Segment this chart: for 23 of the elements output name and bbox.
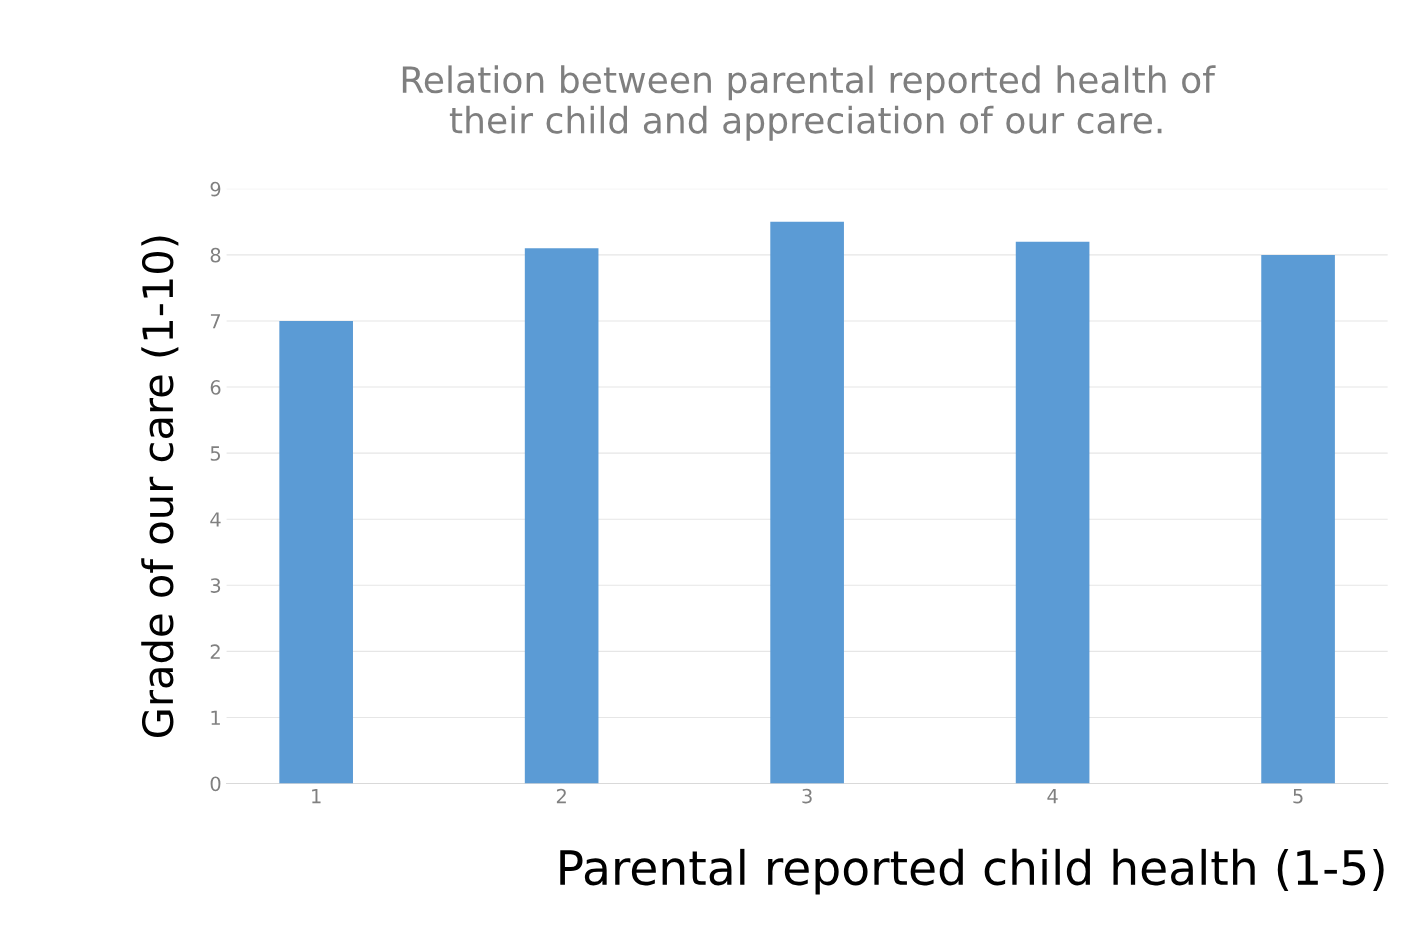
bar <box>1261 254 1335 784</box>
bar <box>1015 241 1090 784</box>
y-tick-label: 1 <box>211 710 220 725</box>
x-tick-label: 3 <box>802 788 812 804</box>
chart-title: Relation between parental reported health of their child and appreciation of our care. <box>402 65 1216 141</box>
y-tick-label: 4 <box>210 512 221 527</box>
x-tick-label: 2 <box>556 788 566 804</box>
y-tick-label: 9 <box>210 181 221 197</box>
y-axis-title: Grade of our care (1-10) <box>141 236 179 738</box>
y-tick-label: 2 <box>210 644 220 659</box>
bar <box>770 221 844 784</box>
y-tick-label: 8 <box>210 247 221 263</box>
bar <box>279 320 353 784</box>
x-tick-label: 5 <box>1293 788 1303 804</box>
x-tick-label: 1 <box>312 788 321 804</box>
y-tick-label: 7 <box>210 314 221 329</box>
y-tick-label: 5 <box>210 446 220 461</box>
y-tick-label: 0 <box>210 776 221 792</box>
x-axis-title: Parental reported child health (1-5) <box>560 848 1384 895</box>
y-tick-label: 6 <box>210 380 221 395</box>
x-tick-label: 4 <box>1047 788 1058 804</box>
y-tick-label: 3 <box>210 578 221 593</box>
bar <box>524 248 599 784</box>
